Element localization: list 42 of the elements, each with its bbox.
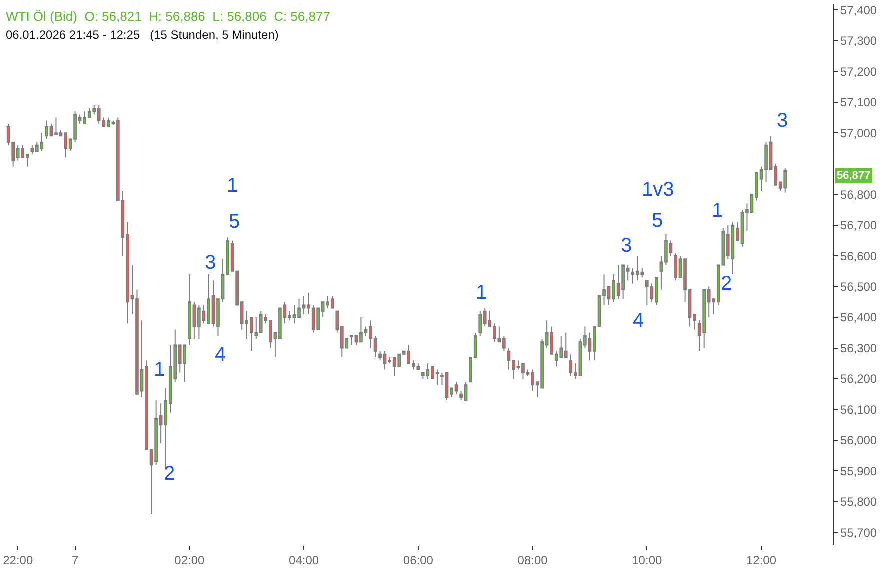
x-tick-label: 02:00 — [174, 553, 205, 568]
annotation: 5 — [652, 210, 664, 232]
y-tick-label: 57,000 — [840, 126, 878, 140]
y-tick-label: 56,200 — [840, 372, 878, 386]
annotation: 1 — [154, 359, 166, 381]
x-tick-label: 04:00 — [289, 553, 320, 568]
annotation: 3 — [205, 252, 216, 274]
y-tick-label: 57,400 — [840, 3, 878, 18]
annotation: 1 — [476, 282, 488, 304]
annotation: 1 — [712, 200, 724, 222]
y-tick-label: 56,700 — [840, 218, 878, 233]
chart-title: WTI Öl (Bid) O: 56,821 H: 56,886 L: 56,806 C: 56,877 — [6, 9, 330, 24]
annotation: 3 — [777, 110, 788, 132]
text: 06.01.2026 21:45 - 12:25 (15 Stunden, 5 Minuten) — [6, 28, 279, 42]
annotation: 3 — [621, 235, 632, 257]
annotation: 2 — [721, 273, 732, 295]
annotation: 4 — [633, 310, 644, 332]
y-tick-label: 57,200 — [840, 64, 878, 79]
x-tick-label: 08:00 — [518, 553, 548, 568]
y-tick-label: 55,700 — [840, 526, 878, 540]
annotation: 1v3 — [642, 179, 674, 201]
x-tick-label: 22:00 — [3, 553, 34, 568]
y-tick-label: 56,500 — [840, 280, 878, 294]
x-tick-label: 10:00 — [632, 553, 662, 568]
y-tick-label: 56,400 — [840, 310, 878, 325]
y-tick-label: 55,800 — [840, 495, 878, 510]
annotation: 2 — [164, 463, 176, 485]
y-tick-label: 56,100 — [840, 402, 878, 417]
y-tick-label: 56,300 — [840, 341, 878, 356]
annotation: 5 — [229, 211, 240, 233]
x-tick-label: 06:00 — [403, 553, 434, 568]
annotation: 4 — [215, 344, 226, 366]
y-tick-label: 56,800 — [840, 188, 878, 202]
text: 56,877 — [837, 170, 871, 182]
x-tick-label: 7 — [72, 553, 79, 568]
y-tick-label: 57,100 — [840, 96, 878, 110]
y-tick-label: 56,000 — [840, 434, 878, 448]
annotation: 1 — [227, 175, 238, 197]
y-tick-label: 56,600 — [840, 249, 878, 264]
y-tick-label: 55,900 — [840, 464, 878, 478]
y-tick-label: 57,300 — [840, 34, 878, 48]
x-tick-label: 12:00 — [746, 553, 777, 568]
